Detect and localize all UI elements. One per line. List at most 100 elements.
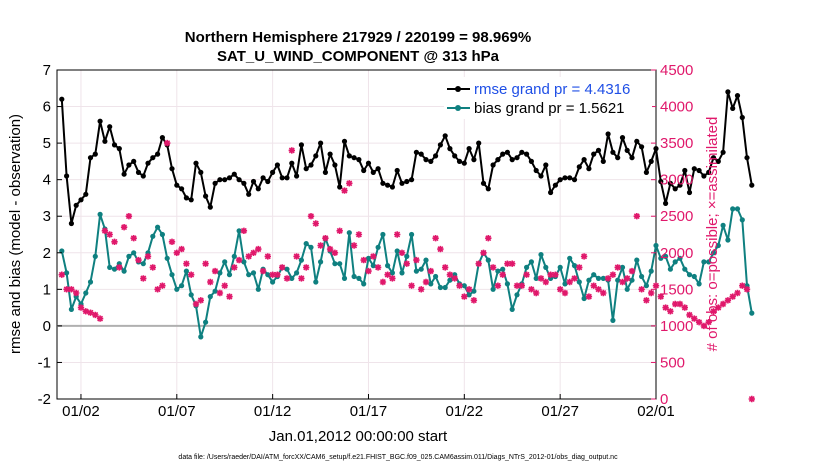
rmse-point xyxy=(447,146,453,152)
bias-point xyxy=(557,264,563,270)
bias-point xyxy=(308,244,314,250)
rmse-point xyxy=(116,146,122,152)
bias-point xyxy=(361,281,367,287)
obs-point xyxy=(494,282,502,289)
rmse-point xyxy=(73,202,79,208)
bias-point xyxy=(222,259,228,265)
obs-point xyxy=(346,180,353,187)
data-file-footer: data file: /Users/raeder/DAI/ATM_forcXX/… xyxy=(178,454,618,461)
rmse-point xyxy=(140,173,146,179)
bias-point xyxy=(663,253,669,259)
rmse-point xyxy=(667,180,674,186)
bias-point xyxy=(265,272,271,278)
legend-bias-marker xyxy=(455,105,461,111)
bias-point xyxy=(696,281,702,287)
rmse-point xyxy=(78,197,84,203)
bias-point xyxy=(126,253,132,259)
rmse-point xyxy=(423,157,429,163)
obs-point xyxy=(509,260,516,267)
obs-point xyxy=(432,235,439,242)
bias-point xyxy=(734,206,741,212)
rmse-point xyxy=(265,178,271,185)
bias-point xyxy=(600,275,606,281)
rmse-point xyxy=(610,149,616,155)
rmse-point xyxy=(490,162,496,168)
legend-box xyxy=(444,77,652,119)
obs-point xyxy=(672,300,679,308)
obs-point xyxy=(384,271,391,278)
bias-point xyxy=(686,272,693,278)
obs-point xyxy=(547,271,554,278)
obs-point xyxy=(576,264,583,271)
obs-point xyxy=(465,286,473,293)
rmse-point xyxy=(255,186,261,192)
obs-point xyxy=(695,319,703,326)
obs-point xyxy=(442,264,449,271)
obs-point xyxy=(374,264,382,271)
rmse-point xyxy=(413,149,419,155)
obs-point xyxy=(183,260,190,267)
rmse-point xyxy=(83,191,89,197)
rmse-point xyxy=(68,220,74,227)
rmse-point xyxy=(298,142,304,148)
rmse-point xyxy=(394,167,400,174)
rmse-point xyxy=(207,204,213,210)
right-tick-label: 3500 xyxy=(660,135,693,152)
obs-point xyxy=(600,289,607,297)
bias-point xyxy=(739,217,745,223)
bias-point xyxy=(203,319,209,325)
rmse-point xyxy=(514,155,520,161)
legend-bias-label: bias grand pr = 1.5621 xyxy=(474,100,625,117)
obs-point xyxy=(638,286,645,293)
rmse-point xyxy=(327,151,333,157)
rmse-point xyxy=(59,96,65,102)
rmse-point xyxy=(519,149,525,155)
obs-point xyxy=(533,289,540,297)
right-tick-label: 1000 xyxy=(660,318,693,335)
rmse-point xyxy=(135,169,142,175)
bias-point xyxy=(730,206,736,212)
obs-point xyxy=(365,267,372,275)
obs-point xyxy=(734,289,741,297)
obs-point xyxy=(274,271,281,278)
obs-point xyxy=(240,227,248,234)
rmse-point xyxy=(600,158,606,164)
rmse-point xyxy=(734,93,741,99)
bias-point xyxy=(509,306,515,312)
obs-point xyxy=(245,253,252,260)
rmse-point xyxy=(279,175,285,181)
obs-point xyxy=(437,245,444,253)
rmse-point xyxy=(236,177,242,183)
rmse-point xyxy=(284,175,290,181)
bias-point xyxy=(64,270,70,276)
rmse-point xyxy=(528,158,535,164)
rmse-point xyxy=(591,151,597,157)
obs-point xyxy=(77,304,85,311)
bias-point xyxy=(341,275,348,281)
obs-point xyxy=(662,304,669,311)
obs-point xyxy=(116,264,123,271)
rmse-point xyxy=(586,166,592,172)
x-tick-label: 01/22 xyxy=(446,403,484,420)
bias-point xyxy=(423,257,429,263)
bias-point xyxy=(495,268,501,274)
rmse-point xyxy=(710,155,717,161)
obs-point xyxy=(178,245,185,253)
rmse-point xyxy=(131,158,137,164)
plot-frame xyxy=(56,69,657,400)
bias-point xyxy=(749,310,755,316)
legend-rmse-label: rmse grand pr = 4.4316 xyxy=(474,81,630,98)
obs-point xyxy=(303,264,310,271)
obs-point xyxy=(499,271,506,278)
bias-point xyxy=(111,266,118,272)
obs-point xyxy=(197,297,204,304)
rmse-point xyxy=(619,135,626,141)
obs-point xyxy=(331,249,339,256)
rmse-point xyxy=(145,160,151,166)
bias-point xyxy=(150,233,156,239)
rmse-point xyxy=(418,151,424,157)
bias-point xyxy=(461,283,467,289)
bias-point xyxy=(528,259,535,265)
bias-point xyxy=(706,259,712,265)
obs-point xyxy=(269,271,276,278)
